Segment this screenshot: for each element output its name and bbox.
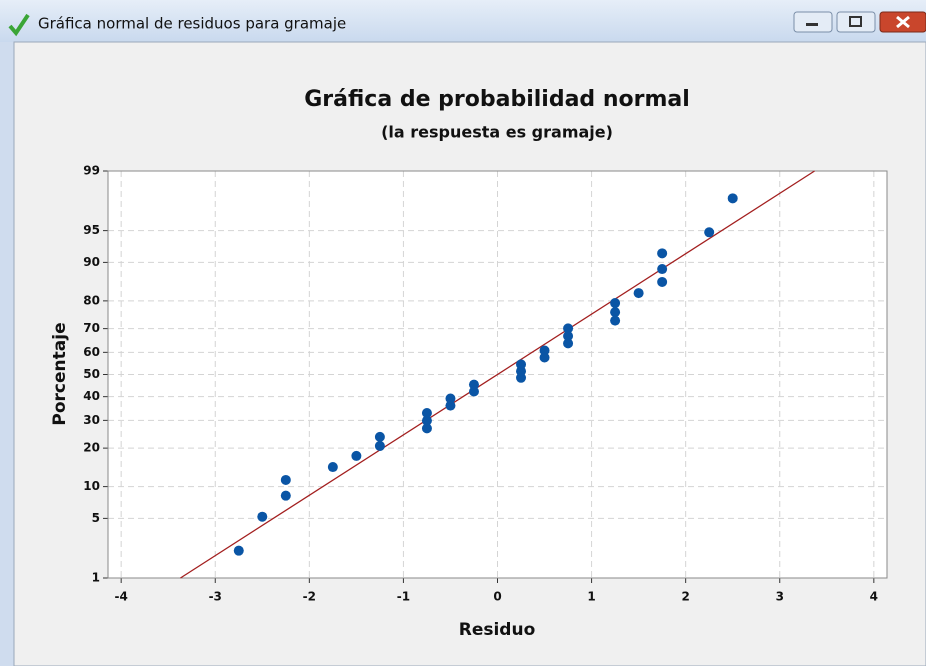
- data-point: [421, 407, 432, 418]
- data-point: [421, 423, 432, 434]
- x-axis-label: Residuo: [459, 620, 536, 640]
- title-bar: [0, 0, 926, 42]
- data-point: [257, 511, 268, 522]
- y-tick-label: 50: [83, 367, 100, 381]
- data-point: [610, 307, 621, 318]
- data-point: [233, 545, 244, 556]
- x-tick-label: 4: [870, 590, 878, 604]
- y-tick-label: 40: [83, 389, 100, 403]
- fit-line: [180, 170, 815, 579]
- data-point: [657, 248, 668, 259]
- data-point: [374, 431, 385, 442]
- data-point: [657, 276, 668, 287]
- data-point: [610, 298, 621, 309]
- data-point: [657, 264, 668, 275]
- chart-title: Gráfica de probabilidad normal: [304, 87, 690, 112]
- data-point: [468, 386, 479, 397]
- x-tick-label: -2: [303, 590, 316, 604]
- maximize-button[interactable]: [836, 11, 876, 33]
- x-tick-label: -1: [397, 590, 410, 604]
- data-point: [327, 462, 338, 473]
- data-point: [468, 379, 479, 390]
- x-tick-label: 0: [493, 590, 501, 604]
- x-tick-label: 1: [587, 590, 595, 604]
- maximize-icon: [849, 16, 862, 27]
- y-tick-label: 1: [92, 571, 100, 585]
- data-point: [563, 338, 574, 349]
- minimize-icon: [806, 23, 818, 26]
- data-point: [374, 440, 385, 451]
- data-point: [539, 352, 550, 363]
- data-point: [351, 450, 362, 461]
- check-icon: [8, 13, 30, 37]
- y-tick-label: 30: [83, 413, 100, 427]
- data-point: [704, 227, 715, 238]
- y-tick-label: 99: [83, 164, 100, 178]
- close-icon: [896, 15, 910, 29]
- chart-subtitle: (la respuesta es gramaje): [381, 123, 613, 142]
- y-tick-label: 80: [83, 293, 100, 307]
- data-point: [280, 490, 291, 501]
- data-point: [539, 345, 550, 356]
- y-tick-label: 20: [83, 441, 100, 455]
- data-point: [280, 474, 291, 485]
- data-point: [421, 415, 432, 426]
- y-tick-label: 70: [83, 321, 100, 335]
- data-point: [516, 359, 527, 370]
- y-tick-label: 10: [83, 479, 100, 493]
- data-point: [445, 400, 456, 411]
- window-title: Gráfica normal de residuos para gramaje: [38, 15, 346, 33]
- y-tick-label: 90: [83, 255, 100, 269]
- data-point: [563, 331, 574, 342]
- data-point: [563, 323, 574, 334]
- x-tick-label: 2: [681, 590, 689, 604]
- data-point: [610, 315, 621, 326]
- data-point: [727, 193, 738, 204]
- x-tick-label: 3: [776, 590, 784, 604]
- y-tick-label: 95: [83, 223, 100, 237]
- data-point: [633, 288, 644, 299]
- x-tick-label: -4: [114, 590, 127, 604]
- y-tick-label: 60: [83, 345, 100, 359]
- minimize-button[interactable]: [793, 11, 833, 33]
- y-axis-label: Porcentaje: [50, 322, 70, 425]
- y-tick-label: 5: [92, 511, 100, 525]
- data-point: [445, 393, 456, 404]
- x-tick-label: -3: [209, 590, 222, 604]
- plot-border: [107, 170, 888, 579]
